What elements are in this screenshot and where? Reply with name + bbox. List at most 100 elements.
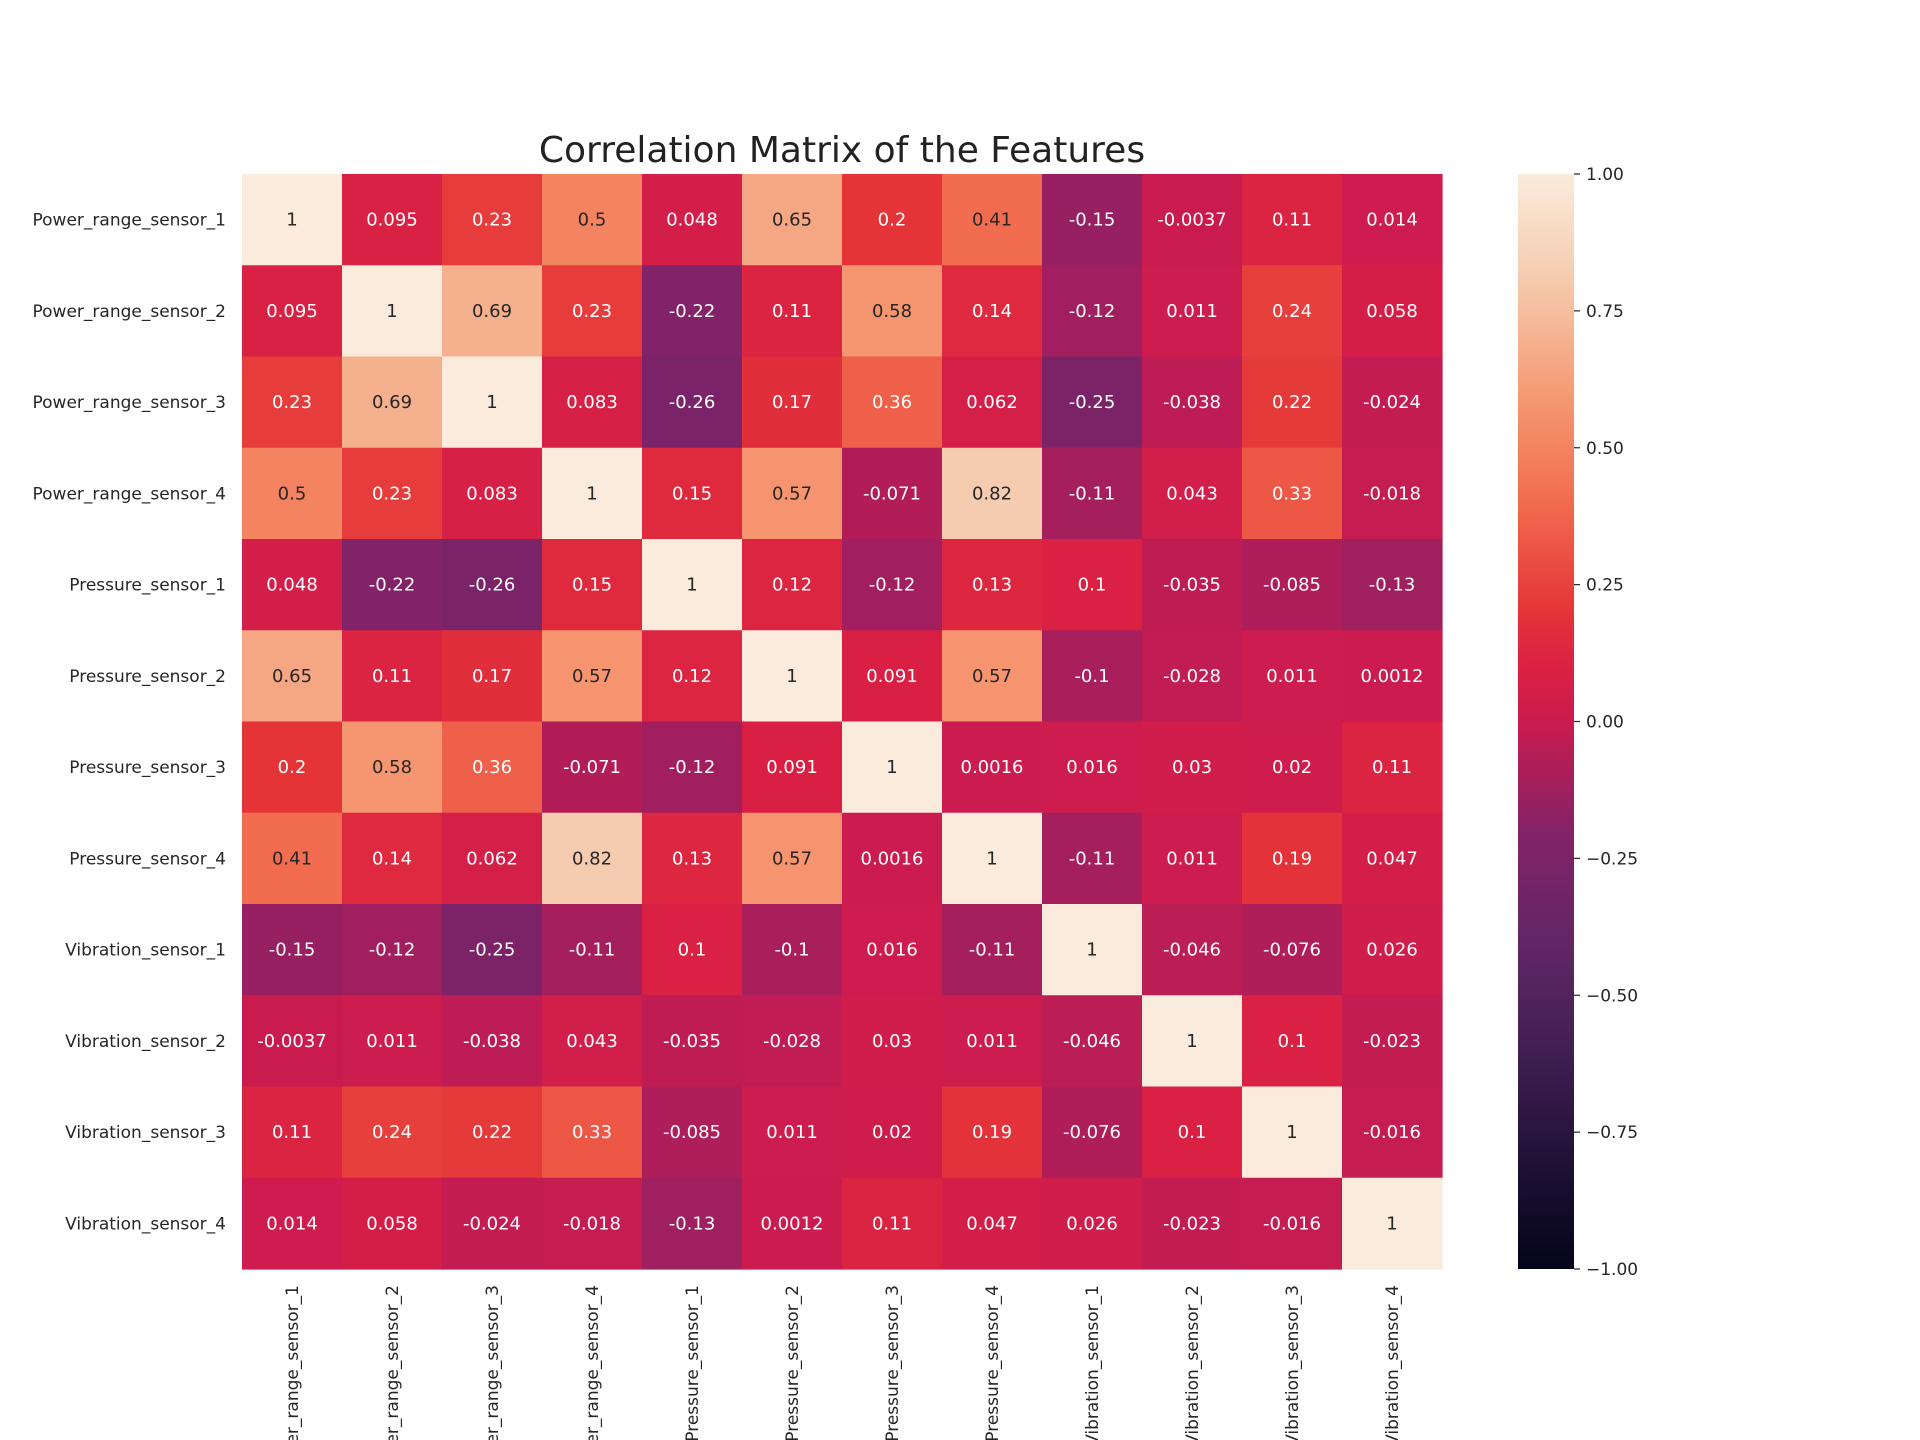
cell-value-label: -0.076 — [1063, 1122, 1121, 1143]
heatmap-cell — [542, 356, 643, 449]
heatmap-cell — [942, 812, 1043, 905]
heatmap-cell — [942, 1177, 1043, 1270]
cell-value-label: 0.24 — [1272, 301, 1312, 322]
heatmap-cell — [642, 174, 743, 266]
cell-value-label: -0.038 — [1163, 392, 1221, 413]
y-tick-label: Pressure_sensor_2 — [69, 667, 226, 687]
heatmap-cell — [1042, 630, 1143, 723]
cell-value-label: 1 — [586, 483, 597, 504]
cell-value-label: 0.062 — [966, 392, 1018, 413]
heatmap-cell — [442, 1086, 543, 1179]
x-tick-label: Vibration_sensor_4 — [1383, 1285, 1403, 1440]
heatmap-cell — [1342, 995, 1443, 1088]
y-tick-label: Vibration_sensor_3 — [65, 1123, 226, 1143]
heatmap-cell — [742, 904, 843, 996]
cell-value-label: 0.22 — [1272, 392, 1312, 413]
cell-value-label: 0.82 — [572, 848, 612, 869]
cell-value-label: -0.035 — [1163, 575, 1221, 596]
cell-value-label: 0.016 — [1066, 757, 1118, 778]
cell-value-label: 1 — [686, 575, 697, 596]
cell-value-label: -0.035 — [663, 1031, 721, 1052]
heatmap-cell — [642, 356, 743, 449]
cell-value-label: 0.69 — [472, 301, 512, 322]
heatmap-cell — [742, 174, 843, 266]
heatmap-cell — [1242, 539, 1343, 631]
heatmap-cell — [842, 904, 943, 996]
cell-value-label: -0.085 — [663, 1122, 721, 1143]
cell-value-label: 0.03 — [872, 1031, 912, 1052]
heatmap-cell — [1342, 904, 1443, 996]
x-tick-label: Power_range_sensor_2 — [383, 1285, 403, 1440]
heatmap-cell — [242, 721, 343, 814]
cell-value-label: -0.016 — [1363, 1122, 1421, 1143]
heatmap-cell — [1242, 630, 1343, 723]
cell-value-label: -0.11 — [1069, 483, 1116, 504]
cell-value-label: 0.22 — [472, 1122, 512, 1143]
heatmap-cell — [342, 812, 443, 905]
heatmap-cell — [442, 539, 543, 631]
heatmap-cell — [1142, 904, 1243, 996]
y-tick-label: Vibration_sensor_2 — [65, 1032, 226, 1052]
heatmap-cell — [1242, 1086, 1343, 1179]
cell-value-label: 0.1 — [678, 940, 707, 961]
heatmap-cell — [642, 995, 743, 1088]
heatmap-cell — [842, 812, 943, 905]
heatmap-cell — [1242, 904, 1343, 996]
cell-value-label: 0.23 — [572, 301, 612, 322]
heatmap-cell — [242, 904, 343, 996]
cell-value-label: 0.12 — [672, 666, 712, 687]
cell-value-label: 1 — [986, 848, 997, 869]
cell-value-label: 1 — [486, 392, 497, 413]
cell-value-label: 0.011 — [366, 1031, 418, 1052]
cell-value-label: -0.018 — [563, 1213, 621, 1234]
heatmap-cell — [942, 995, 1043, 1088]
cell-value-label: 0.15 — [572, 575, 612, 596]
cell-value-label: -0.1 — [774, 940, 809, 961]
cell-value-label: -0.071 — [863, 483, 921, 504]
cell-value-label: 0.23 — [472, 210, 512, 231]
cell-value-label: 0.17 — [472, 666, 512, 687]
heatmap-cell — [542, 174, 643, 266]
heatmap-cell — [942, 447, 1043, 540]
cell-value-label: 0.2 — [278, 757, 307, 778]
y-tick-label: Power_range_sensor_3 — [33, 393, 226, 413]
heatmap-cell — [242, 812, 343, 905]
cell-value-label: 0.41 — [972, 210, 1012, 231]
heatmap-cell — [442, 995, 543, 1088]
cell-value-label: -0.046 — [1163, 940, 1221, 961]
cell-value-label: 0.091 — [766, 757, 818, 778]
heatmap-cell — [742, 721, 843, 814]
x-tick-label: Vibration_sensor_3 — [1283, 1285, 1303, 1440]
heatmap-cell — [842, 1177, 943, 1270]
cell-value-label: 1 — [1186, 1031, 1197, 1052]
cell-value-label: 0.0016 — [961, 757, 1024, 778]
cell-value-label: 0.011 — [1266, 666, 1318, 687]
heatmap-cell — [742, 265, 843, 358]
cell-value-label: -0.26 — [469, 575, 516, 596]
cell-value-label: 0.57 — [772, 483, 812, 504]
cell-value-label: 0.36 — [872, 392, 912, 413]
cell-value-label: 0.011 — [766, 1122, 818, 1143]
cell-value-label: -0.038 — [463, 1031, 521, 1052]
heatmap-cell — [642, 904, 743, 996]
heatmap-cell — [642, 630, 743, 723]
heatmap-cell — [842, 539, 943, 631]
cell-value-label: 0.11 — [372, 666, 412, 687]
x-tick-label: Vibration_sensor_2 — [1183, 1285, 1203, 1440]
heatmap-cell — [442, 1177, 543, 1270]
heatmap-cell — [842, 721, 943, 814]
heatmap-cell — [742, 539, 843, 631]
heatmap-cell — [242, 539, 343, 631]
heatmap-cell — [1242, 1177, 1343, 1270]
heatmap-cell — [1242, 447, 1343, 540]
cell-value-label: 0.57 — [572, 666, 612, 687]
x-tick-label: Power_range_sensor_3 — [483, 1285, 503, 1440]
cell-value-label: 0.12 — [772, 575, 812, 596]
heatmap-cell — [442, 174, 543, 266]
heatmap-cell — [242, 174, 343, 266]
heatmap-cell — [842, 1086, 943, 1179]
cell-value-label: 0.13 — [672, 848, 712, 869]
heatmap-cell — [442, 356, 543, 449]
cell-value-label: 0.14 — [972, 301, 1012, 322]
cell-value-label: -0.25 — [469, 940, 516, 961]
